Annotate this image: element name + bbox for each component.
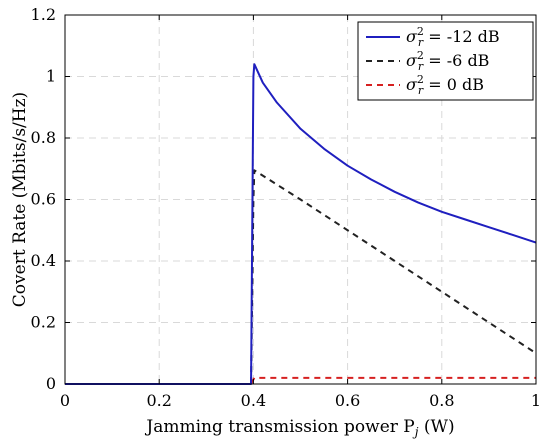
x-tick-label: 1 — [531, 391, 541, 410]
y-tick-label: 1 — [46, 67, 56, 86]
x-axis-label-unit: (W) — [418, 417, 454, 437]
y-tick-label: 0.6 — [31, 190, 56, 209]
legend-symbol: σ — [406, 27, 418, 46]
y-tick-label: 0.2 — [31, 313, 56, 332]
y-tick-label: 0 — [46, 374, 56, 393]
y-axis-label: Covert Rate (Mbits/s/Hz) — [10, 92, 30, 307]
series-layer — [65, 63, 537, 385]
y-tick-label: 1.2 — [31, 5, 56, 24]
y-tick-label: 0.8 — [31, 128, 56, 147]
legend-subscript: r — [418, 84, 424, 97]
legend-symbol: σ — [406, 75, 418, 94]
x-tick-label: 0.2 — [146, 391, 171, 410]
y-tick-label: 0.4 — [31, 251, 56, 270]
legend-superscript: 2 — [417, 25, 424, 38]
x-axis-label-main: Jamming transmission power P — [144, 417, 414, 437]
legend-subscript: r — [418, 36, 424, 49]
x-axis-label-subscript: j — [412, 425, 419, 439]
legend-box — [357, 21, 534, 101]
legend-symbol: σ — [406, 51, 418, 70]
x-tick-label: 0 — [60, 391, 70, 410]
tick-labels: 0 0.2 0.4 0.6 0.8 1 0 0.2 0.4 0.6 0.8 1 1.2 — [31, 5, 542, 410]
legend-superscript: 2 — [417, 73, 424, 86]
legend-superscript: 2 — [417, 49, 424, 62]
legend-value: = 0 dB — [423, 75, 484, 94]
legend-value: = -12 dB — [423, 27, 499, 46]
legend-entry-3: σ2 r = 0 dB — [406, 73, 484, 97]
x-tick-label: 0.6 — [335, 391, 360, 410]
legend-subscript: r — [418, 60, 424, 73]
x-axis-label: Jamming transmission power Pj (W) — [144, 417, 454, 439]
x-tick-label: 0.4 — [241, 391, 266, 410]
legend-entry-1: σ2 r = -12 dB — [406, 25, 500, 49]
series-line-1 — [65, 63, 537, 385]
x-tick-label: 0.8 — [429, 391, 454, 410]
legend-entry-2: σ2 r = -6 dB — [406, 49, 489, 73]
series-line-2 — [65, 169, 537, 385]
legend-value: = -6 dB — [423, 51, 489, 70]
